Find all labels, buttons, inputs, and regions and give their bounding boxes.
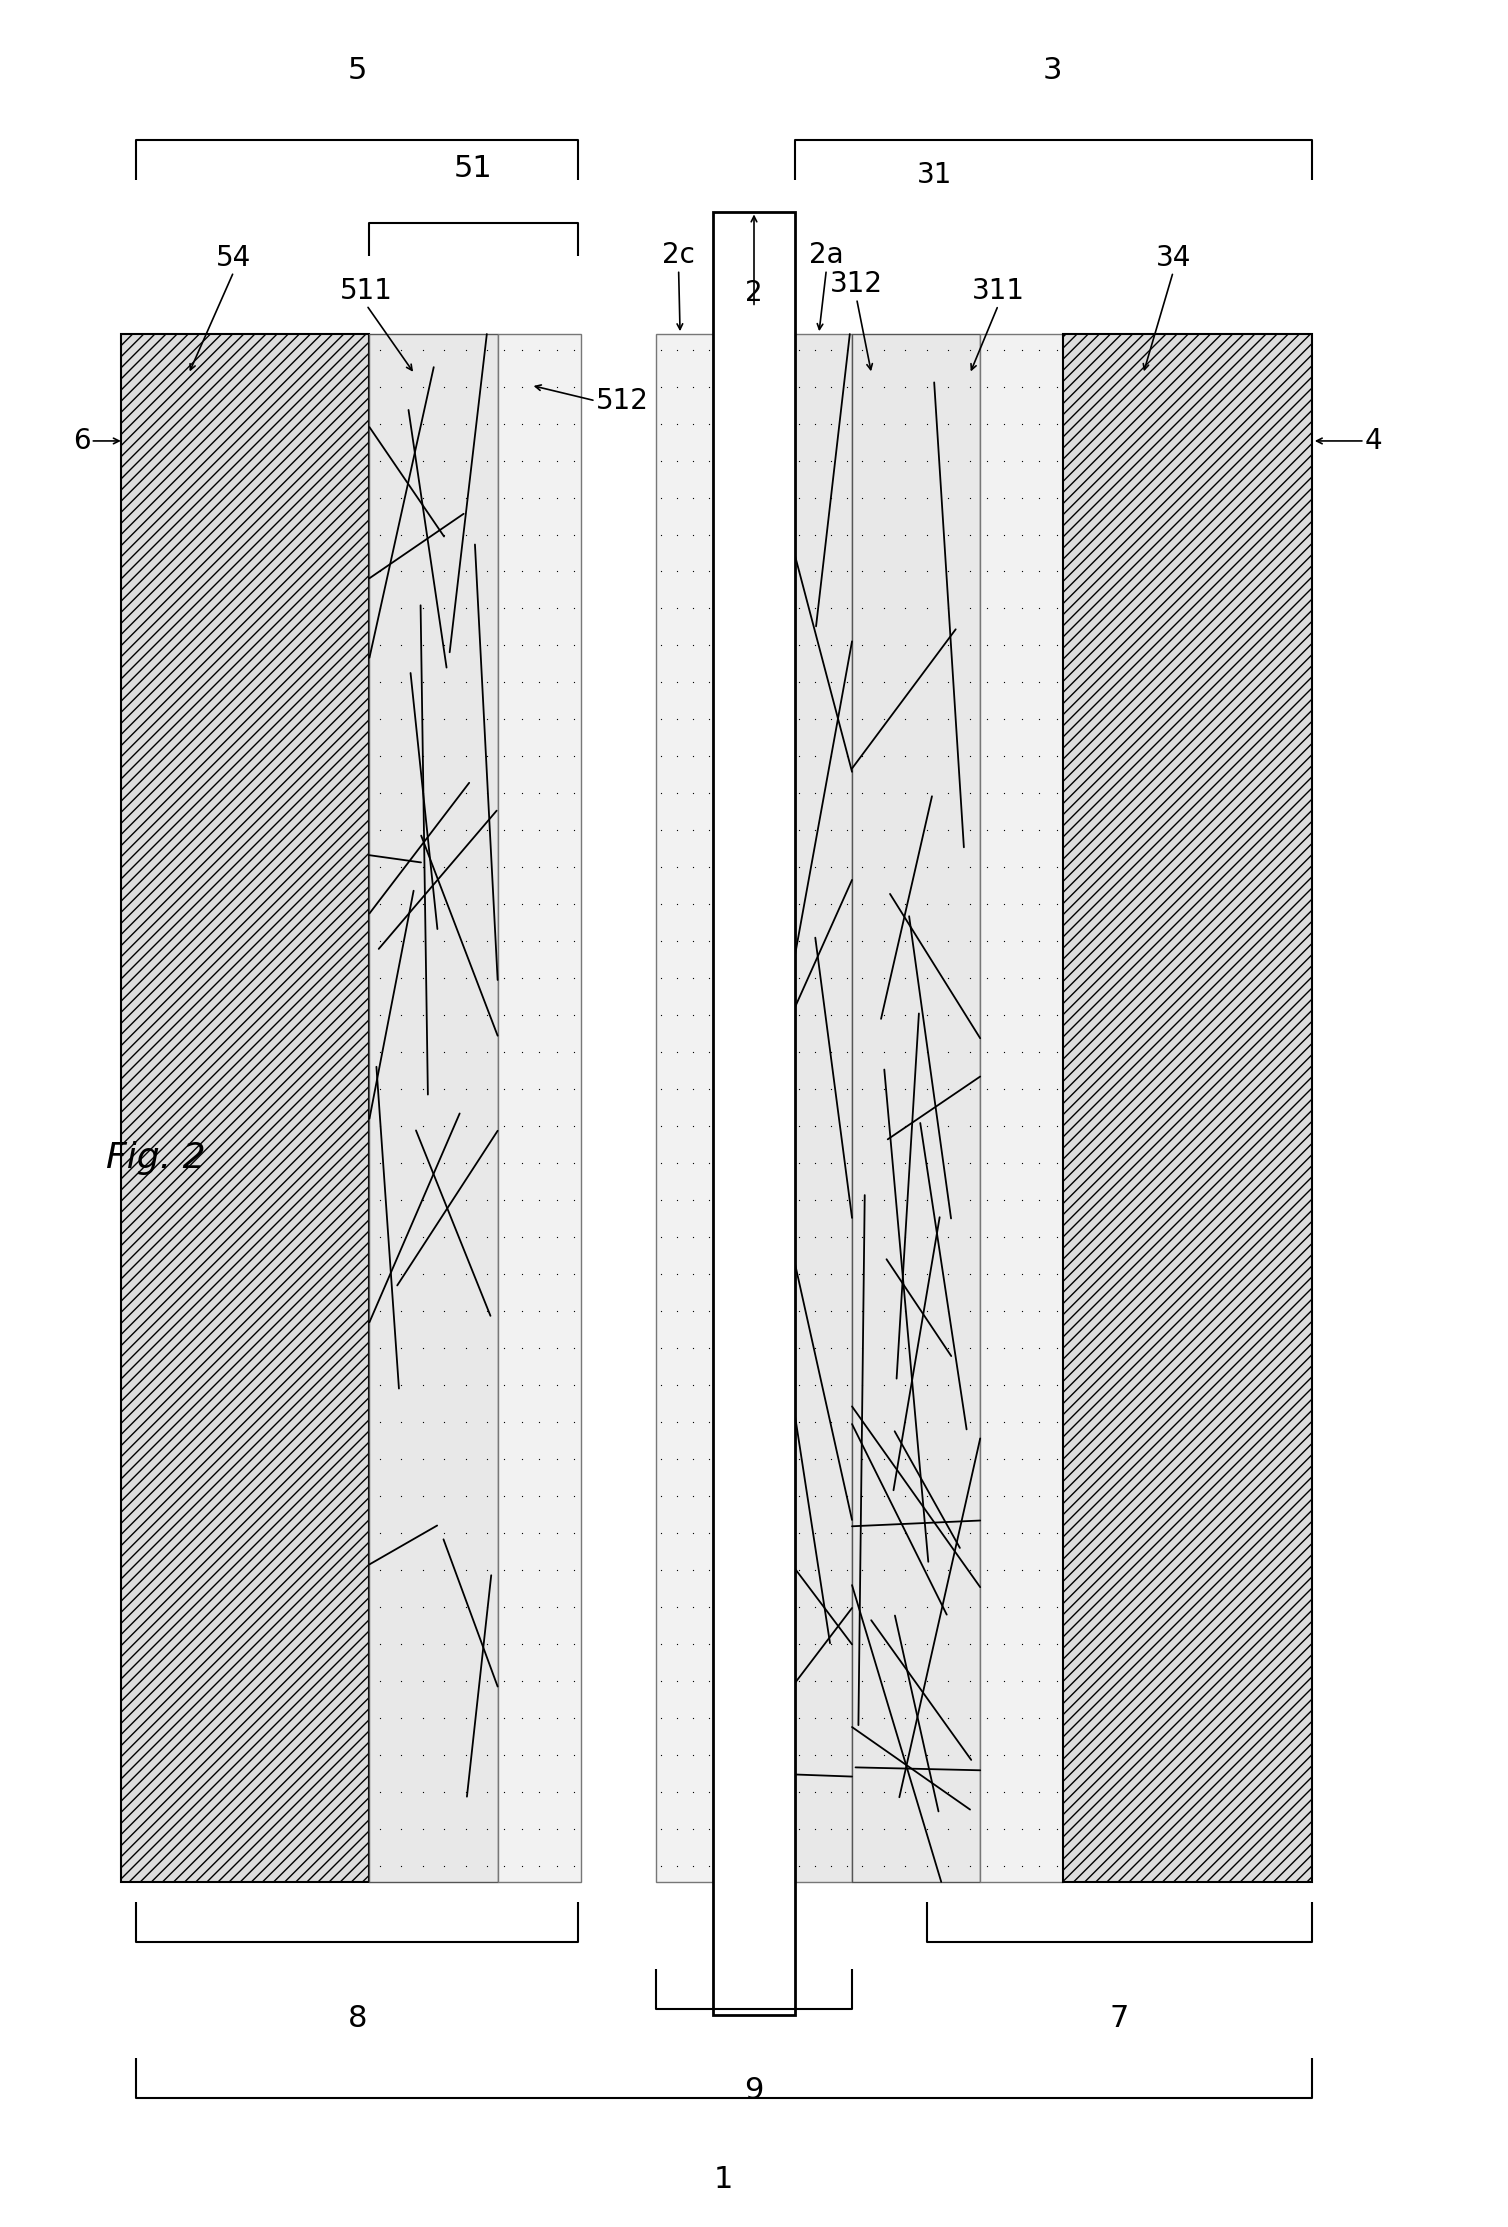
- Bar: [656, 334, 713, 1882]
- Text: 1: 1: [715, 2165, 733, 2194]
- Text: 511: 511: [339, 276, 394, 305]
- Text: 31: 31: [917, 160, 953, 189]
- Text: 5: 5: [348, 56, 366, 85]
- Text: 9: 9: [745, 2076, 763, 2105]
- Bar: [713, 212, 795, 2015]
- Text: 7: 7: [1110, 2004, 1128, 2033]
- Text: 312: 312: [829, 269, 884, 298]
- Bar: [795, 334, 852, 1882]
- Text: 512: 512: [596, 387, 648, 414]
- Text: 8: 8: [348, 2004, 366, 2033]
- Text: 4: 4: [1365, 428, 1383, 454]
- Text: 51: 51: [454, 154, 493, 183]
- Bar: [1063, 334, 1312, 1882]
- Bar: [121, 334, 369, 1882]
- Bar: [852, 334, 980, 1882]
- Text: 311: 311: [971, 276, 1025, 305]
- Text: 3: 3: [1044, 56, 1062, 85]
- Text: Fig. 2: Fig. 2: [106, 1140, 205, 1176]
- Bar: [498, 334, 581, 1882]
- Text: 2c: 2c: [662, 241, 695, 269]
- Text: 54: 54: [216, 243, 252, 272]
- Text: 2: 2: [745, 278, 763, 307]
- Text: 34: 34: [1155, 243, 1191, 272]
- Text: 6: 6: [72, 428, 90, 454]
- Text: 2a: 2a: [810, 241, 843, 269]
- Bar: [369, 334, 498, 1882]
- Bar: [980, 334, 1063, 1882]
